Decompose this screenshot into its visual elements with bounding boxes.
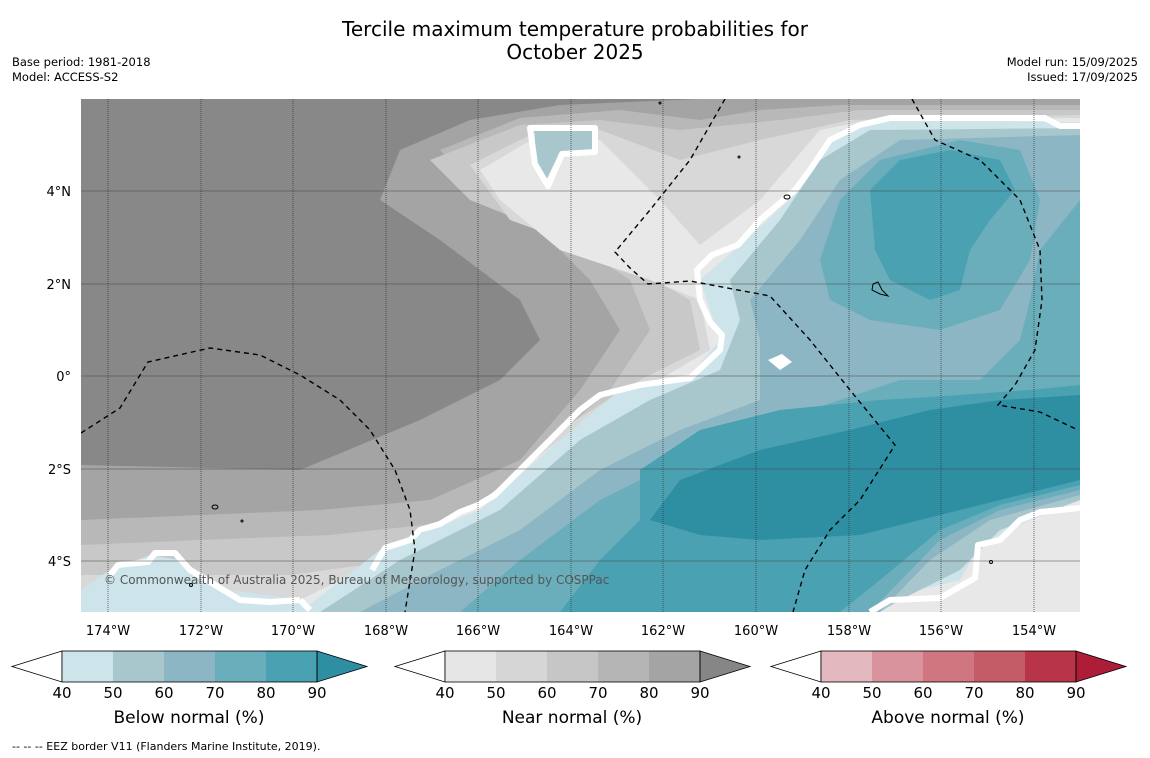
lon-label: 160°W: [734, 624, 778, 639]
lon-label: 154°W: [1012, 624, 1056, 639]
meta-right: Model run: 15/09/2025 Issued: 17/09/2025: [1007, 55, 1138, 85]
lon-labels: 174°W 172°W 170°W 168°W 166°W 164°W 162°…: [86, 624, 1056, 639]
cb-tick: 90: [690, 684, 710, 702]
cb-tick: 40: [435, 684, 455, 702]
lat-label: 0°: [56, 370, 71, 385]
colorbar-outline: [444, 650, 701, 683]
cb-tick: 60: [537, 684, 557, 702]
title-line-1: Tercile maximum temperature probabilitie…: [342, 17, 808, 41]
cb-tick: 60: [913, 684, 933, 702]
colorbar-near-label: Near normal (%): [501, 708, 643, 728]
cb-tick: 90: [307, 684, 327, 702]
colorbar-min-arrow: [769, 650, 822, 683]
lat-label: 2°S: [48, 463, 71, 478]
colorbar-segment: [445, 651, 496, 682]
colorbars: [10, 650, 1128, 683]
model-run: Model run: 15/09/2025: [1006, 55, 1138, 69]
dominance-boundary-southeast: [868, 505, 1080, 612]
colorbar-segment: [547, 651, 598, 682]
colorbar-segment: [215, 651, 266, 682]
colorbar-segment: [598, 651, 649, 682]
lat-label: 2°N: [47, 278, 72, 293]
cb-tick: 70: [205, 684, 225, 702]
colorbar-segment: [266, 651, 317, 682]
map-title: Tercile maximum temperature probabilitie…: [0, 18, 1150, 64]
cb-tick: 90: [1066, 684, 1086, 702]
colorbar-segment: [923, 651, 974, 682]
near-normal-island: [768, 354, 792, 370]
colorbar-2: [769, 650, 1128, 683]
colorbar-min-arrow: [393, 650, 446, 683]
cb-tick: 40: [811, 684, 831, 702]
cb-tick: 80: [1015, 684, 1035, 702]
colorbar-below-label: Below normal (%): [113, 708, 265, 728]
colorbar-segment: [872, 651, 923, 682]
lon-label: 162°W: [641, 624, 685, 639]
colorbar-segment: [649, 651, 700, 682]
below-normal-90-region: [650, 395, 1080, 540]
colorbar-above-label: Above normal (%): [871, 708, 1025, 728]
colorbar-segment: [1025, 651, 1076, 682]
model-name: Model: ACCESS-S2: [12, 70, 119, 84]
colorbar-0: [10, 650, 369, 683]
cb-tick: 70: [964, 684, 984, 702]
eez-borders: [81, 99, 1079, 612]
colorbar-min-arrow: [10, 650, 63, 683]
dominance-boundary-main: [297, 115, 1080, 612]
cb-tick: 70: [588, 684, 608, 702]
cb-tick: 80: [256, 684, 276, 702]
colorbar-segment: [821, 651, 872, 682]
lon-label: 168°W: [364, 624, 408, 639]
colorbar-1: [393, 650, 752, 683]
lon-label: 156°W: [919, 624, 963, 639]
below-normal-40-region-left: [81, 555, 310, 612]
below-normal-80-north-region: [870, 150, 1015, 300]
colorbar-max-arrow: [316, 650, 369, 683]
cb-tick: 50: [103, 684, 123, 702]
dominance-boundary-north-blob: [527, 125, 598, 189]
below-normal-50-north-blob: [535, 130, 595, 182]
lat-label: 4°S: [48, 555, 71, 570]
colorbar-segment: [113, 651, 164, 682]
dominance-boundary-southwest: [107, 550, 301, 605]
colorbar-segment: [62, 651, 113, 682]
cb-tick: 60: [154, 684, 174, 702]
lon-label: 166°W: [456, 624, 500, 639]
title-line-2: October 2025: [506, 40, 644, 64]
colorbar-segment: [164, 651, 215, 682]
issued-date: Issued: 17/09/2025: [1027, 70, 1138, 84]
lon-label: 172°W: [179, 624, 223, 639]
eez-footnote: -- -- -- EEZ border V11 (Flanders Marine…: [12, 740, 321, 753]
cb-tick: 80: [639, 684, 659, 702]
colorbar-outline: [820, 650, 1077, 683]
copyright-text: © Commonwealth of Australia 2025, Bureau…: [104, 573, 609, 587]
graticule-lat: [81, 190, 1080, 562]
colorbar-outline: [61, 650, 318, 683]
base-period: Base period: 1981-2018: [12, 55, 151, 69]
colorbar-max-arrow: [699, 650, 752, 683]
lon-label: 158°W: [827, 624, 871, 639]
lat-labels: 4°N 2°N 0° 2°S 4°S: [47, 185, 72, 570]
lon-label: 170°W: [271, 624, 315, 639]
islands: [189, 101, 993, 587]
lat-label: 4°N: [47, 185, 72, 200]
cb-tick: 40: [52, 684, 72, 702]
map-panel: © Commonwealth of Australia 2025, Bureau…: [81, 99, 1080, 612]
graticule: [107, 99, 1035, 612]
meta-left: Base period: 1981-2018 Model: ACCESS-S2: [12, 55, 151, 85]
colorbar-max-arrow: [1075, 650, 1128, 683]
cb-tick: 50: [862, 684, 882, 702]
cb-tick: 50: [486, 684, 506, 702]
lon-label: 164°W: [549, 624, 593, 639]
colorbar-segment: [496, 651, 547, 682]
lon-label: 174°W: [86, 624, 130, 639]
colorbar-segment: [974, 651, 1025, 682]
